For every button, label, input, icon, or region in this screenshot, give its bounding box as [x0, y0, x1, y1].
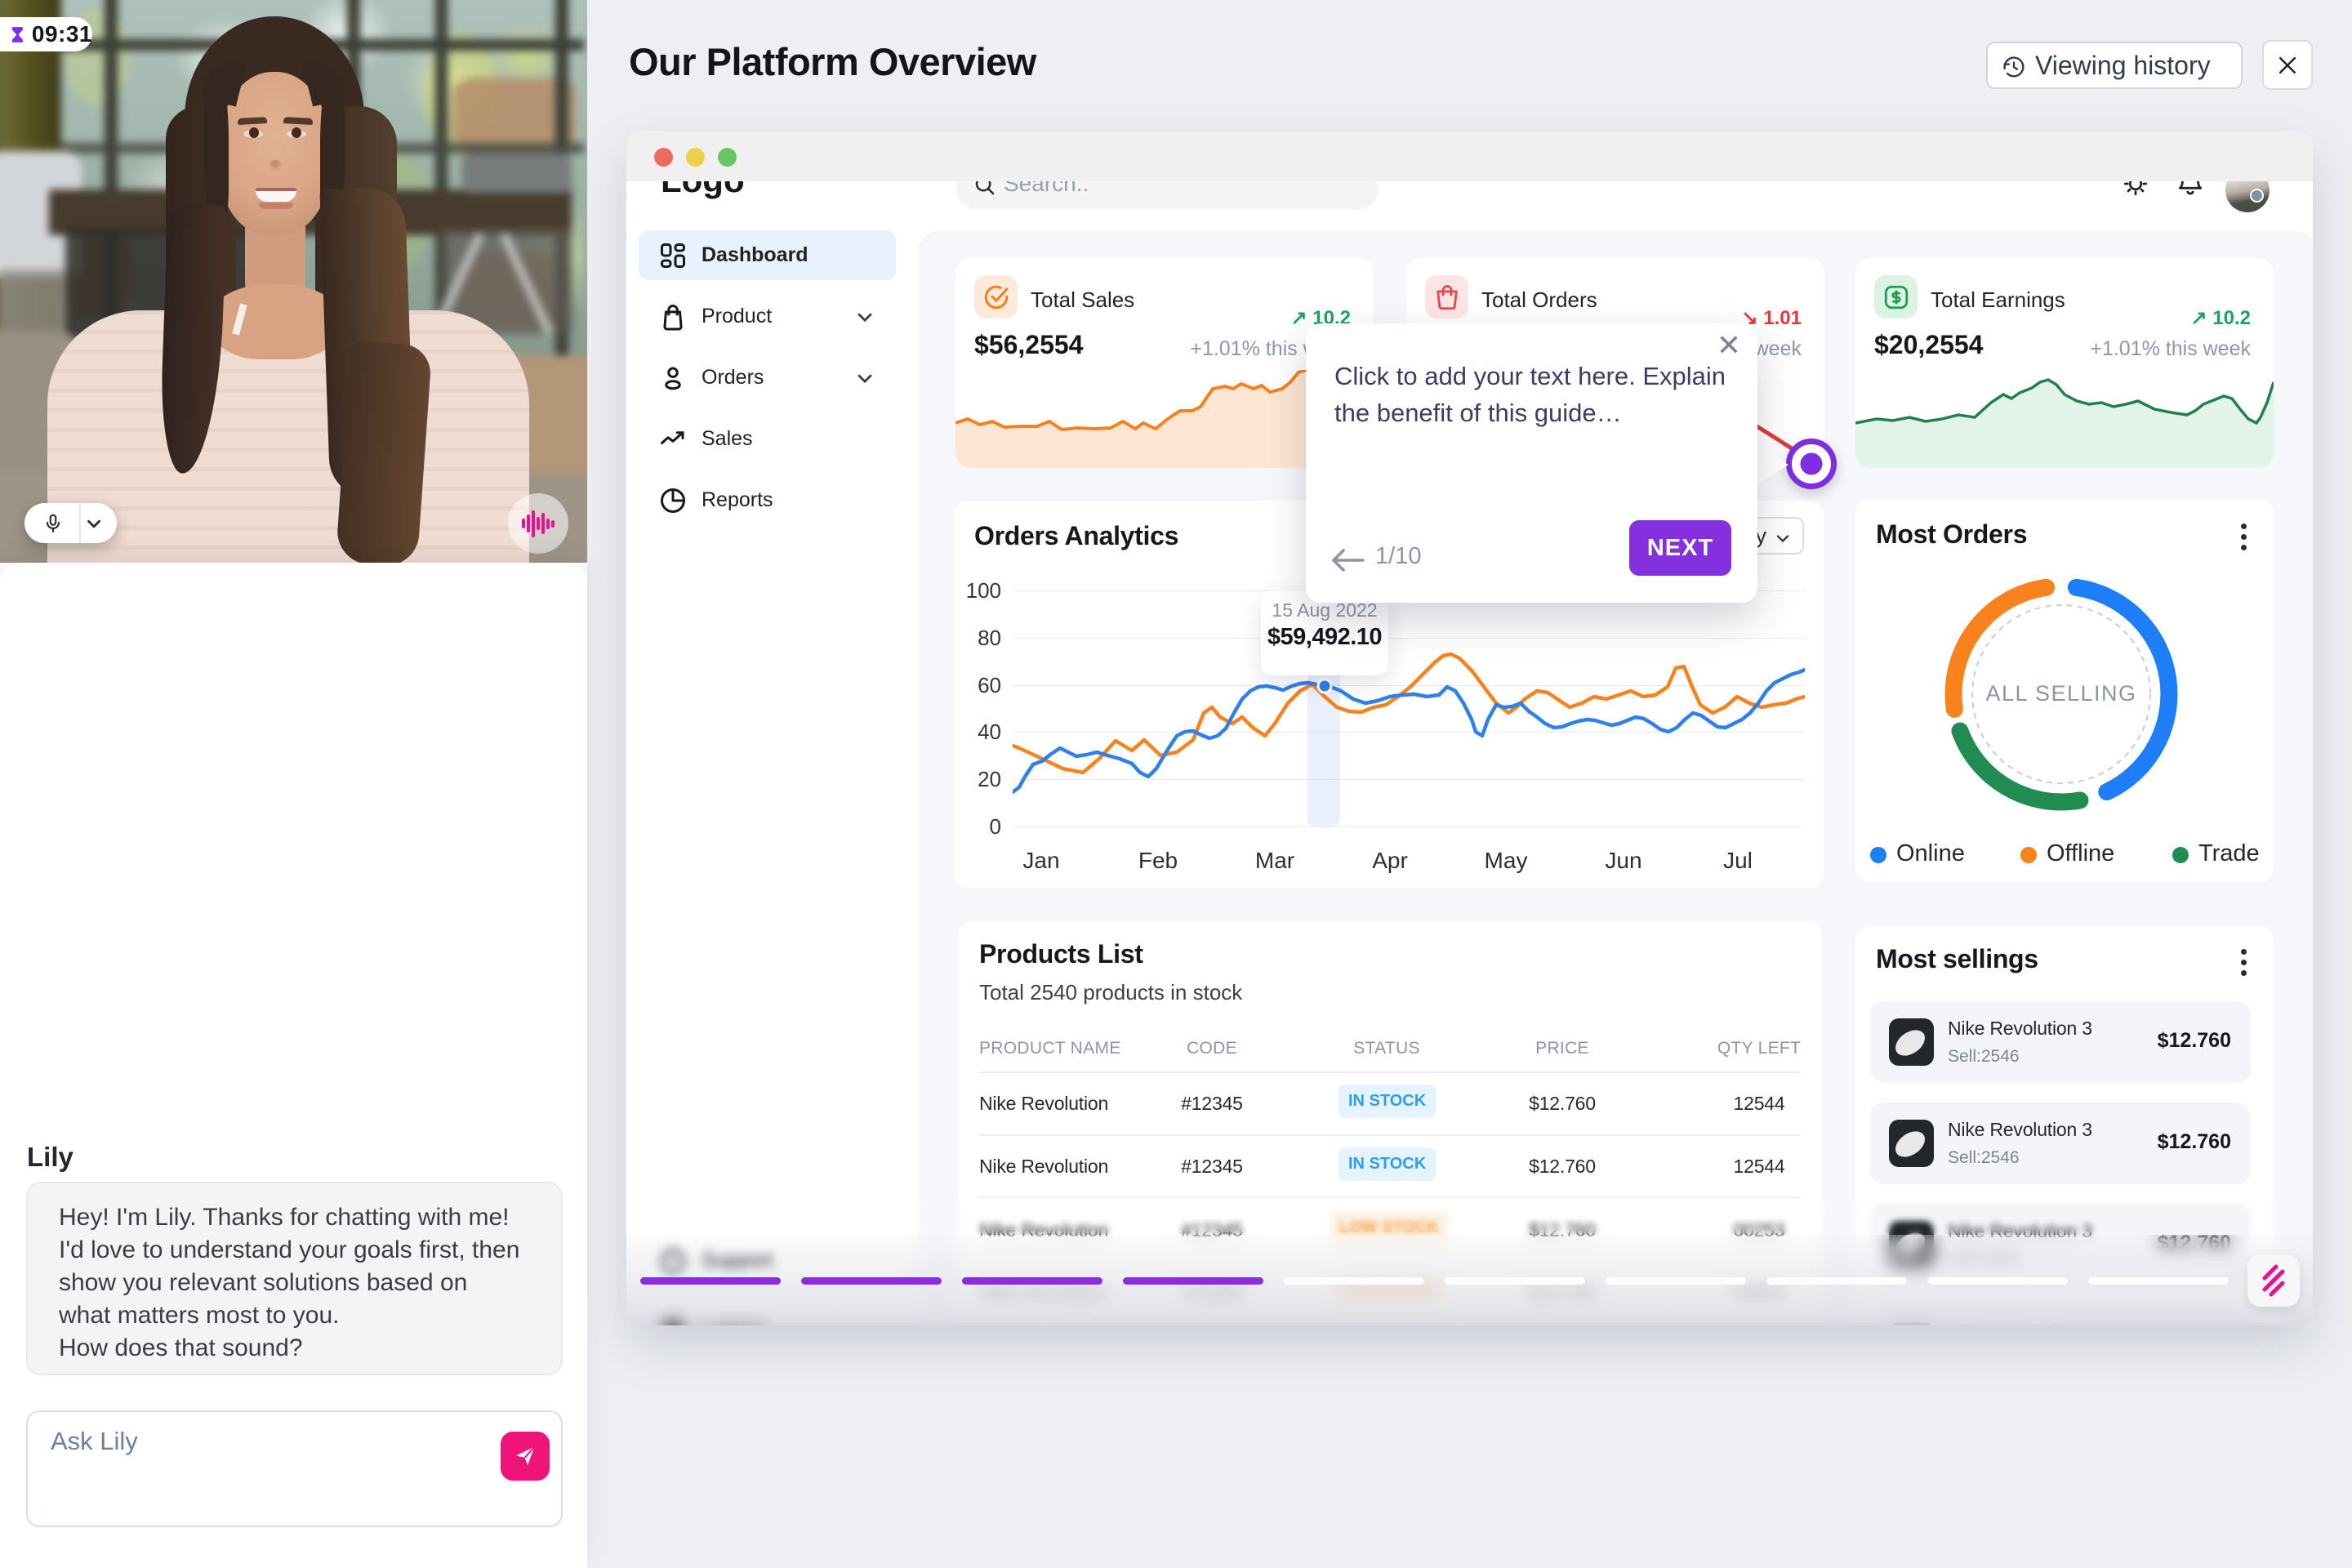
svg-text:ALL SELLING: ALL SELLING [1985, 681, 2136, 706]
